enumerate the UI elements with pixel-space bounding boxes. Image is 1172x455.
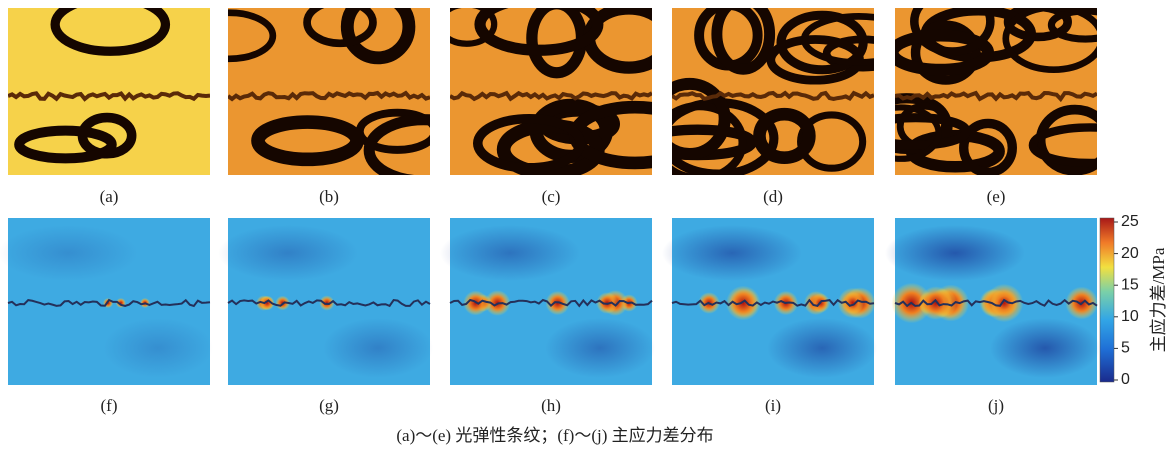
- fringe: [672, 77, 731, 160]
- fringe: [1047, 8, 1097, 43]
- stress-spot: [259, 295, 275, 311]
- crack: [7, 298, 211, 308]
- colorbar-tick-label: 10: [1121, 308, 1139, 325]
- stress-low: [323, 318, 433, 378]
- fringe: [1003, 8, 1072, 42]
- panel-label: (h): [541, 396, 561, 415]
- fringe-image: [8, 8, 210, 175]
- stress-low: [218, 225, 358, 281]
- fringe: [228, 9, 277, 63]
- stress-low: [662, 225, 802, 281]
- fringe-image: [672, 8, 874, 175]
- fringe: [895, 113, 971, 150]
- fringe: [472, 113, 586, 173]
- crack: [894, 298, 1098, 308]
- fringe: [800, 13, 874, 66]
- stress-spot: [841, 291, 865, 315]
- fringe: [895, 29, 995, 76]
- panel-label: (i): [765, 396, 781, 415]
- panel-label: (c): [542, 187, 561, 206]
- panel-label: (b): [319, 187, 339, 206]
- stress-image: [440, 218, 655, 385]
- panel-label: (d): [763, 187, 783, 206]
- fringe: [496, 119, 605, 175]
- fringe: [251, 115, 364, 167]
- crack: [895, 90, 1097, 103]
- fringe: [910, 8, 995, 56]
- caption: (a)～(e) 光弹性条纹；(f)～(j) 主应力差分布: [396, 426, 713, 445]
- colorbar-label: 主应力差/MPa: [1149, 247, 1168, 352]
- stress-low: [440, 225, 580, 281]
- stress-low: [767, 318, 877, 378]
- crack: [449, 298, 653, 308]
- fringe: [776, 10, 868, 75]
- fringe: [910, 20, 981, 85]
- stress-spot: [919, 286, 953, 320]
- panel-label: (e): [987, 187, 1006, 206]
- crack: [228, 90, 430, 102]
- crack: [671, 298, 875, 307]
- colorbar-tick-label: 5: [1121, 340, 1130, 357]
- fringe: [1028, 123, 1097, 168]
- crack: [8, 91, 210, 102]
- panel-label: (g): [319, 396, 339, 415]
- fringe: [711, 8, 776, 75]
- fringe-image: [450, 8, 652, 175]
- crack: [672, 90, 874, 102]
- crack: [450, 90, 652, 102]
- fringe-image: [228, 8, 430, 175]
- fringe: [340, 8, 416, 65]
- colorbar-tick-label: 25: [1121, 213, 1139, 230]
- stress-image: [218, 218, 433, 385]
- colorbar-tick-label: 20: [1121, 245, 1139, 262]
- stress-image: [662, 218, 877, 385]
- panel-label: (a): [100, 187, 119, 206]
- panel-label: (f): [101, 396, 118, 415]
- fringe-image: [895, 8, 1097, 175]
- fringe: [474, 8, 604, 56]
- stress-low: [103, 318, 213, 378]
- stress-image: [0, 218, 213, 385]
- stress-low: [0, 225, 138, 281]
- stress-image: [885, 218, 1100, 385]
- colorbar-tick-label: 0: [1121, 371, 1130, 388]
- fringe: [672, 101, 747, 175]
- fringe: [363, 114, 430, 175]
- fringe: [1002, 8, 1097, 74]
- fringe: [797, 111, 867, 172]
- colorbar-tick-label: 15: [1121, 276, 1139, 293]
- stress-low: [885, 225, 1025, 281]
- colorbar: [1099, 217, 1115, 383]
- fringe: [14, 125, 117, 164]
- fringe: [303, 8, 377, 48]
- fringe: [450, 8, 498, 47]
- fringe: [895, 104, 942, 162]
- panel-label: (j): [988, 396, 1004, 415]
- fringe: [50, 8, 171, 56]
- stress-spot: [725, 285, 761, 321]
- fringe: [959, 118, 1017, 175]
- crack: [227, 298, 431, 308]
- fringe: [753, 107, 816, 164]
- stress-low: [545, 318, 655, 378]
- stress-spot: [990, 289, 1018, 317]
- stress-low: [990, 318, 1100, 378]
